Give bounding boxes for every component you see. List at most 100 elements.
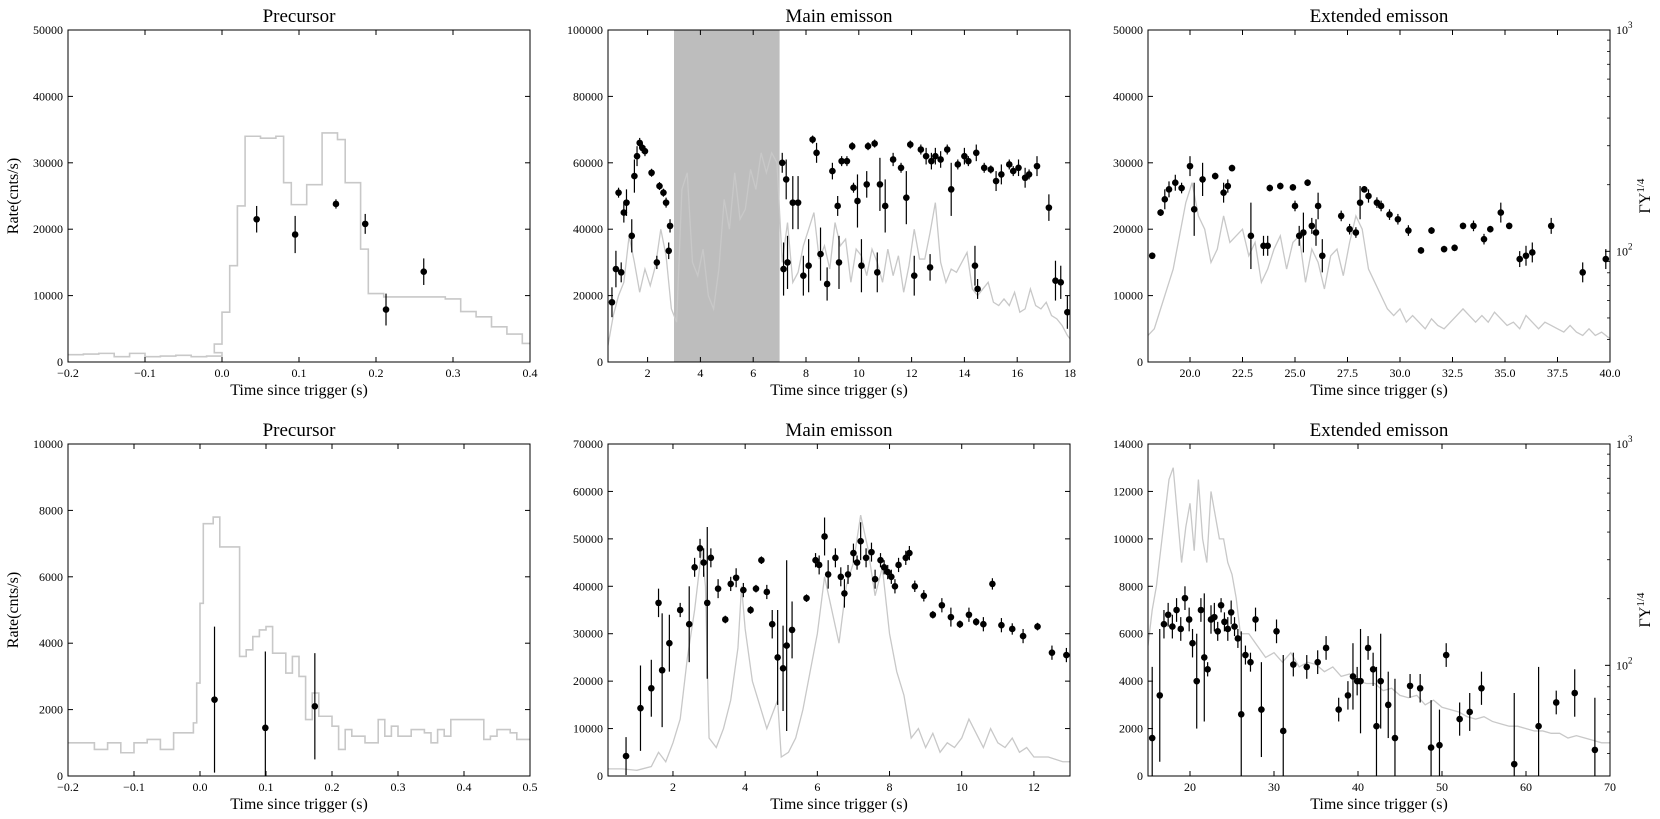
plot-frame [607,443,1071,777]
y-tick-label: 40000 [1113,89,1143,103]
y-tick-label: 30000 [33,156,63,170]
data-point [834,202,841,210]
x-tick-label: 10 [853,366,865,380]
y-tick-label: 70000 [573,437,603,451]
data-point [783,642,790,649]
right-tick-base: 10 [1616,23,1628,37]
data-point [714,585,722,592]
x-tick-label: 8 [887,780,893,794]
data-point [1386,211,1393,218]
data-point [752,585,760,592]
data-point [884,568,892,576]
data-point [665,247,673,255]
shaded-region [674,30,780,362]
data-point [1300,229,1307,236]
data-point [857,537,864,545]
lightcurve-series [68,132,530,358]
data-point [1173,606,1180,614]
data-point [1522,252,1530,260]
data-point [262,724,269,732]
right-tick-base: 10 [1616,658,1628,672]
x-tick-label: 40.0 [1600,366,1621,380]
data-point [817,250,824,258]
data-point [707,554,715,562]
right-tick-label: 102 [1616,241,1633,258]
data-point [1406,682,1414,690]
x-tick-label: 18 [1064,366,1076,380]
data-point [1391,734,1399,742]
right-axis-label-exponent: 1/4 [1635,178,1647,193]
data-point [1033,162,1041,170]
y-tick-label: 10000 [1113,289,1143,303]
panel-title: Main emisson [785,420,893,441]
panel-bottom-precursor: −0.2 −0.1 0.0 0.1 0.2 0.3 0.4 0.5 0 2000 4000 6000 8… [5,420,538,813]
data-point [832,554,839,562]
data-point [648,169,655,177]
data-point [873,269,881,276]
plot-frame [1147,29,1611,363]
y-tick-label: 14000 [1113,437,1143,451]
data-point [947,186,955,193]
data-point [1266,184,1274,192]
x-tick-label: 6 [814,780,820,794]
data-point [1164,611,1172,619]
data-point [972,149,980,157]
data-point [961,152,968,160]
y-tick-label: 50000 [1113,23,1143,37]
y-tick-label: 20000 [33,222,63,236]
data-point [1052,277,1059,284]
y-tick-label: 10000 [33,437,63,451]
data-point [1516,255,1523,263]
x-axis-label: Time since trigger (s) [230,796,368,813]
x-tick-label: 0.3 [391,780,406,794]
data-point [835,259,843,266]
data-point [1197,606,1205,614]
data-point [974,285,981,293]
x-tick-label: 14 [958,366,970,380]
x-tick-label: 70 [1604,780,1616,794]
data-point [1217,601,1225,609]
right-tick-exponent: 2 [1628,655,1633,665]
data-point [1416,684,1424,692]
data-point [628,232,636,240]
data-point [920,592,928,600]
data-point [821,533,828,540]
data-point [1063,651,1070,659]
data-point [1005,161,1013,168]
x-tick-label: 22.5 [1232,366,1253,380]
data-point [1009,167,1017,175]
data-point [1064,308,1070,316]
data-point [1237,711,1245,718]
data-point [789,199,797,206]
data-point [876,181,884,188]
data-point [1369,665,1377,673]
right-tick-base: 10 [1616,244,1628,258]
data-point [972,618,980,626]
data-point [971,262,979,270]
data-point [1148,734,1156,742]
data-point [987,166,995,173]
x-tick-label: 32.5 [1442,366,1463,380]
data-point [1337,212,1345,220]
x-tick-label: 0.5 [523,780,538,794]
data-point [774,654,781,661]
data-point [1057,279,1065,286]
data-point [1303,663,1311,671]
data-point [1019,632,1027,640]
data-point [848,142,856,150]
data-point [696,545,704,552]
right-axis-label-exponent: 1/4 [1635,592,1647,607]
data-point [1290,661,1297,668]
data-point [1480,235,1488,243]
right-axis-label: ΓY1/4 [1635,592,1654,627]
data-point [1172,179,1179,187]
data-point [641,147,649,155]
data-point [888,573,895,581]
data-point [1252,616,1259,623]
y-tick-label: 12000 [1113,484,1143,498]
data-point [623,199,630,206]
right-tick-label: 103 [1616,434,1633,451]
data-point [992,177,1000,185]
data-point [829,167,836,175]
data-point [291,231,299,238]
